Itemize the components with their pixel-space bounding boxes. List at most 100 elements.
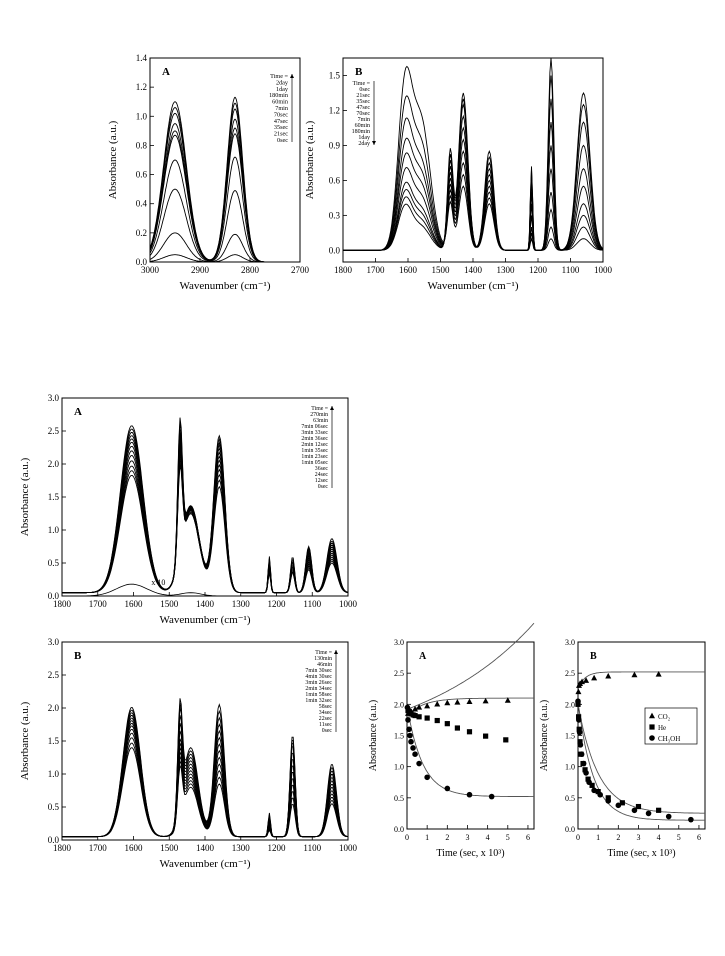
- fig3A-point-square: [424, 715, 430, 721]
- fig3A-x-tick-label: 3: [465, 833, 469, 842]
- fig3A-point-triangle: [454, 699, 461, 705]
- fig3A-point-square: [412, 712, 418, 719]
- fig3A-point-triangle: [504, 697, 511, 703]
- fig3B-legend-marker-square: [649, 724, 655, 730]
- fig2A-legend-entry: 1min 35sec: [301, 448, 328, 454]
- fig2A-x-tick-label: 1500: [160, 599, 179, 609]
- fig3A-point-circle: [424, 774, 430, 781]
- fig2A-legend-title: Time =: [311, 406, 328, 412]
- fig2B-x-tick-label: 1100: [303, 843, 321, 853]
- fig3B-legend-label: CH₃OH: [658, 735, 680, 743]
- fig2B-x-tick-label: 1400: [196, 843, 215, 853]
- fig3B-point-circle: [576, 717, 582, 723]
- fig2B-legend-entry: 34sec: [319, 710, 333, 716]
- fig1B-x-tick-label: 1200: [529, 265, 548, 275]
- fig2B-x-tick-label: 1800: [53, 843, 72, 853]
- fig3B-y-tick-label: 3.0: [565, 638, 575, 647]
- fig1A-plot-frame: [149, 57, 301, 263]
- fig1B-y-tick-label: 1.2: [329, 105, 340, 115]
- fig3B-point-square: [585, 776, 591, 782]
- fig1B-spectrum-line: [343, 95, 603, 251]
- fig2A-y-axis-label: Absorbance (a.u.): [19, 457, 31, 536]
- fig3A-fit-curve-square: [406, 622, 535, 710]
- fig3A-y-tick-label: 0.5: [394, 794, 404, 803]
- fig1B-x-tick-label: 1700: [367, 265, 386, 275]
- fig2A-x-tick-label: 1000: [339, 599, 358, 609]
- fig1A-legend-title: Time =: [270, 73, 288, 80]
- fig3A-point-triangle: [444, 699, 451, 706]
- fig1A-legend-entry: 21sec: [274, 131, 288, 138]
- fig1B-spectrum-line: [343, 58, 603, 251]
- fig2A-y-tick-label: 3.0: [48, 393, 60, 403]
- fig3B-point-square: [656, 807, 662, 813]
- fig3A-x-tick-label: 6: [526, 833, 530, 842]
- fig1B-spectrum-line: [343, 98, 603, 251]
- fig1A-x-tick-label: 2700: [291, 265, 310, 275]
- fig3B-point-circle: [605, 798, 612, 804]
- fig1A-legend-entry: 47sec: [274, 118, 288, 125]
- fig1A-legend-entry: 2day: [276, 79, 289, 86]
- fig1A-y-tick-label: 1.0: [136, 111, 148, 121]
- fig2A-legend-entry: 1min 05sec: [301, 460, 328, 466]
- fig2A-y-tick-label: 0.5: [48, 558, 60, 568]
- fig3B-point-circle: [583, 770, 589, 776]
- fig1B-legend-entry: 60min: [355, 123, 370, 129]
- fig2B-y-tick-label: 0.5: [48, 802, 60, 812]
- fig3B-point-square: [589, 782, 595, 788]
- fig1A-spectrum-line: [150, 232, 300, 262]
- fig1B-x-tick-label: 1500: [432, 265, 451, 275]
- fig3B-point-circle: [577, 742, 584, 748]
- fig2A-spectrum-line: [62, 417, 348, 594]
- fig2B-legend-arrow-head: [334, 650, 338, 654]
- fig3B-y-tick-label: 1.5: [565, 732, 575, 741]
- fig3A-point-circle: [410, 745, 416, 751]
- fig3B-x-tick-label: 3: [636, 833, 640, 842]
- fig1B-x-axis-label: Wavenumber (cm⁻¹): [428, 280, 519, 292]
- fig1A-x-tick-label: 3000: [141, 265, 160, 275]
- fig3B-fit-curve-triangle: [577, 671, 705, 690]
- fig2B-legend-entry: 11sec: [319, 722, 332, 728]
- fig2B-legend-entry: 46min: [317, 662, 332, 668]
- fig1B-legend-entry: 7min: [358, 117, 370, 123]
- fig2A-legend-entry: 2min 12sec: [301, 442, 328, 448]
- fig1A-spectrum-line: [150, 96, 300, 262]
- fig1B-x-tick-label: 1100: [562, 265, 580, 275]
- fig3A-point-circle: [444, 785, 451, 792]
- fig2A-y-tick-label: 1.0: [48, 525, 60, 535]
- fig1B-y-tick-label: 0.6: [329, 175, 341, 185]
- fig3B-point-circle: [665, 813, 672, 820]
- fig3A-x-tick-label: 4: [486, 833, 490, 842]
- fig3B-point-circle: [597, 791, 603, 798]
- fig3B-point-square: [595, 789, 601, 795]
- fig1A-y-tick-label: 0.2: [136, 228, 147, 238]
- fig1B-legend-entry: 0sec: [359, 87, 370, 93]
- fig3A-plot-frame: [406, 641, 535, 830]
- fig2B-y-tick-label: 0.0: [48, 835, 60, 845]
- fig3B-point-triangle: [583, 677, 590, 683]
- fig3A-point-square: [503, 737, 509, 743]
- fig2B-legend-entry: 2min 34sec: [305, 686, 332, 692]
- fig1A-legend-entry: 7min: [275, 105, 288, 112]
- fig3B-y-tick-label: 0.0: [565, 825, 575, 834]
- fig3A-y-tick-label: 2.0: [394, 700, 404, 709]
- fig3A-point-triangle: [412, 705, 419, 712]
- fig2A-y-tick-label: 2.0: [48, 459, 60, 469]
- fig2A-legend-entry: 2min 36sec: [301, 436, 328, 442]
- fig3A-point-circle: [408, 738, 414, 745]
- fig1A-x-tick-label: 2800: [241, 265, 260, 275]
- fig2A-legend-entry: 24sec: [315, 472, 329, 478]
- fig2B-y-tick-label: 1.0: [48, 769, 60, 779]
- fig3A-point-circle: [416, 760, 422, 767]
- fig2A-x-tick-label: 1700: [89, 599, 108, 609]
- fig2B-legend-entry: 3min 26sec: [305, 680, 332, 686]
- fig1B-spectra-group: [343, 58, 603, 251]
- fig3A-point-square: [444, 721, 450, 727]
- fig1A-legend-entry: 0sec: [277, 137, 288, 144]
- fig1B-panel-label: B: [355, 66, 363, 78]
- fig3B-legend-label: CO₂: [658, 713, 671, 721]
- fig2B-legend-entry: 7min 30sec: [305, 668, 332, 674]
- fig2B-legend-title: Time =: [315, 650, 332, 656]
- fig3B-point-square: [576, 714, 582, 720]
- fig1A-y-axis-label: Absorbance (a.u.): [107, 120, 119, 199]
